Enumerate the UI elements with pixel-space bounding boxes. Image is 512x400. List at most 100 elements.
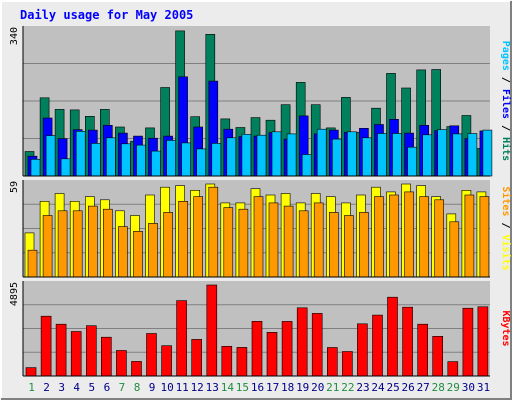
bar-sites-day-28 [434, 199, 445, 278]
bar-sites-day-23 [359, 212, 369, 278]
x-tick-label-day-19: 19 [296, 381, 309, 394]
bar-pages-day-31 [482, 129, 493, 177]
x-tick-label-day-4: 4 [73, 381, 80, 394]
x-tick-label-day-15: 15 [236, 381, 249, 394]
bar-kbytes-day-12 [191, 339, 202, 377]
x-tick-label-day-6: 6 [104, 381, 111, 394]
bar-kbytes-day-13 [206, 284, 218, 377]
x-tick-label-day-27: 27 [417, 381, 430, 394]
legend-item-hits: Hits [500, 137, 512, 161]
x-tick-label-day-24: 24 [371, 381, 385, 394]
x-tick-label-day-9: 9 [149, 381, 156, 394]
legend-separator: / [500, 71, 511, 89]
bar-pages-day-21 [331, 138, 342, 177]
bar-pages-day-14 [226, 137, 237, 177]
bar-kbytes-day-1 [25, 367, 37, 377]
bar-kbytes-day-23 [357, 323, 368, 377]
bar-sites-day-24 [374, 196, 384, 278]
x-tick-label-day-28: 28 [432, 381, 445, 394]
panel-hits-ymax-label: 340 [9, 27, 20, 45]
bar-kbytes-day-24 [372, 314, 383, 377]
bar-kbytes-day-17 [266, 331, 278, 377]
bar-sites-day-27 [419, 196, 430, 278]
x-tick-label-day-2: 2 [43, 381, 50, 394]
panel-visits-ymax-label: 59 [9, 181, 20, 193]
x-axis-labels: 1 2 3 4 5 6 7 8 9 10 11 12 13 14 15 16 17 18 19 20 21 22 23 24 2… [28, 381, 490, 394]
bar-kbytes-day-10 [161, 345, 172, 377]
bar-pages-day-30 [467, 133, 478, 177]
x-tick-label-day-23: 23 [356, 381, 369, 394]
x-tick-label-day-7: 7 [119, 381, 126, 394]
bar-pages-day-18 [286, 133, 297, 177]
bar-sites-day-15 [238, 208, 249, 278]
bar-kbytes-day-6 [101, 336, 112, 377]
x-tick-label-day-11: 11 [176, 381, 189, 394]
bar-sites-day-10 [163, 212, 173, 278]
bar-sites-day-14 [223, 207, 234, 278]
bar-kbytes-day-7 [116, 350, 127, 377]
bar-pages-day-24 [377, 133, 387, 177]
bar-sites-day-17 [268, 202, 279, 278]
bar-kbytes-day-14 [221, 345, 233, 377]
bar-sites-day-3 [57, 210, 68, 278]
x-tick-label-day-21: 21 [326, 381, 339, 394]
bar-kbytes-day-15 [236, 347, 248, 377]
bar-pages-day-26 [407, 146, 417, 177]
legend-item-kbytes: KBytes [500, 310, 511, 346]
x-tick-label-day-31: 31 [477, 381, 490, 394]
bar-pages-day-9 [151, 150, 161, 177]
bar-kbytes-day-3 [55, 323, 67, 377]
bar-kbytes-day-8 [131, 361, 142, 377]
x-tick-label-day-5: 5 [88, 381, 95, 394]
legend-item-files: Files [500, 89, 512, 119]
bar-pages-day-12 [196, 148, 206, 177]
x-tick-label-day-17: 17 [266, 381, 279, 394]
bar-kbytes-day-31 [477, 306, 489, 377]
bar-kbytes-day-19 [296, 307, 308, 377]
bar-kbytes-day-29 [447, 361, 459, 377]
panel-kbytes-ymax-label: 4895 [9, 282, 20, 306]
bar-pages-day-8 [136, 144, 146, 177]
bar-pages-day-7 [121, 143, 131, 177]
panel-visits-legend: Sites / Visits [500, 186, 512, 270]
bar-kbytes-day-11 [176, 300, 187, 377]
x-tick-label-day-16: 16 [251, 381, 264, 394]
bar-sites-day-22 [344, 215, 354, 278]
bar-sites-day-6 [103, 208, 113, 278]
bar-sites-day-30 [464, 194, 475, 278]
bar-sites-day-9 [148, 223, 158, 278]
legend-item-pages: Pages [500, 41, 511, 71]
bar-pages-day-5 [91, 143, 101, 177]
bar-sites-day-2 [42, 215, 53, 278]
bar-kbytes-day-4 [70, 331, 82, 377]
bar-kbytes-day-25 [387, 296, 398, 377]
bar-kbytes-day-16 [251, 320, 263, 377]
bar-kbytes-day-21 [326, 347, 338, 377]
panel-kbytes: 4895 KBytes [9, 281, 511, 377]
bar-pages-day-27 [422, 134, 433, 177]
bar-sites-day-26 [404, 191, 414, 278]
bar-pages-day-2 [45, 135, 56, 177]
bar-sites-day-13 [208, 186, 219, 278]
bar-sites-day-18 [283, 205, 294, 278]
panel-hits-legend: Pages / Files / Hits [500, 41, 512, 161]
legend-item-visits: Visits [500, 235, 512, 271]
bar-kbytes-day-28 [432, 335, 444, 377]
bar-sites-day-12 [193, 196, 203, 278]
bar-sites-day-7 [118, 226, 128, 278]
bar-pages-day-15 [241, 134, 252, 177]
bar-pages-day-19 [301, 154, 312, 177]
x-tick-label-day-3: 3 [58, 381, 65, 394]
bar-pages-day-11 [181, 142, 191, 177]
bar-pages-day-1 [30, 159, 41, 177]
bar-pages-day-6 [106, 137, 116, 177]
bar-pages-day-4 [75, 131, 86, 177]
bar-sites-day-5 [88, 205, 98, 278]
x-tick-label-day-22: 22 [341, 381, 354, 394]
bar-sites-day-20 [313, 202, 324, 278]
x-tick-label-day-10: 10 [160, 381, 173, 394]
x-tick-label-day-25: 25 [386, 381, 399, 394]
